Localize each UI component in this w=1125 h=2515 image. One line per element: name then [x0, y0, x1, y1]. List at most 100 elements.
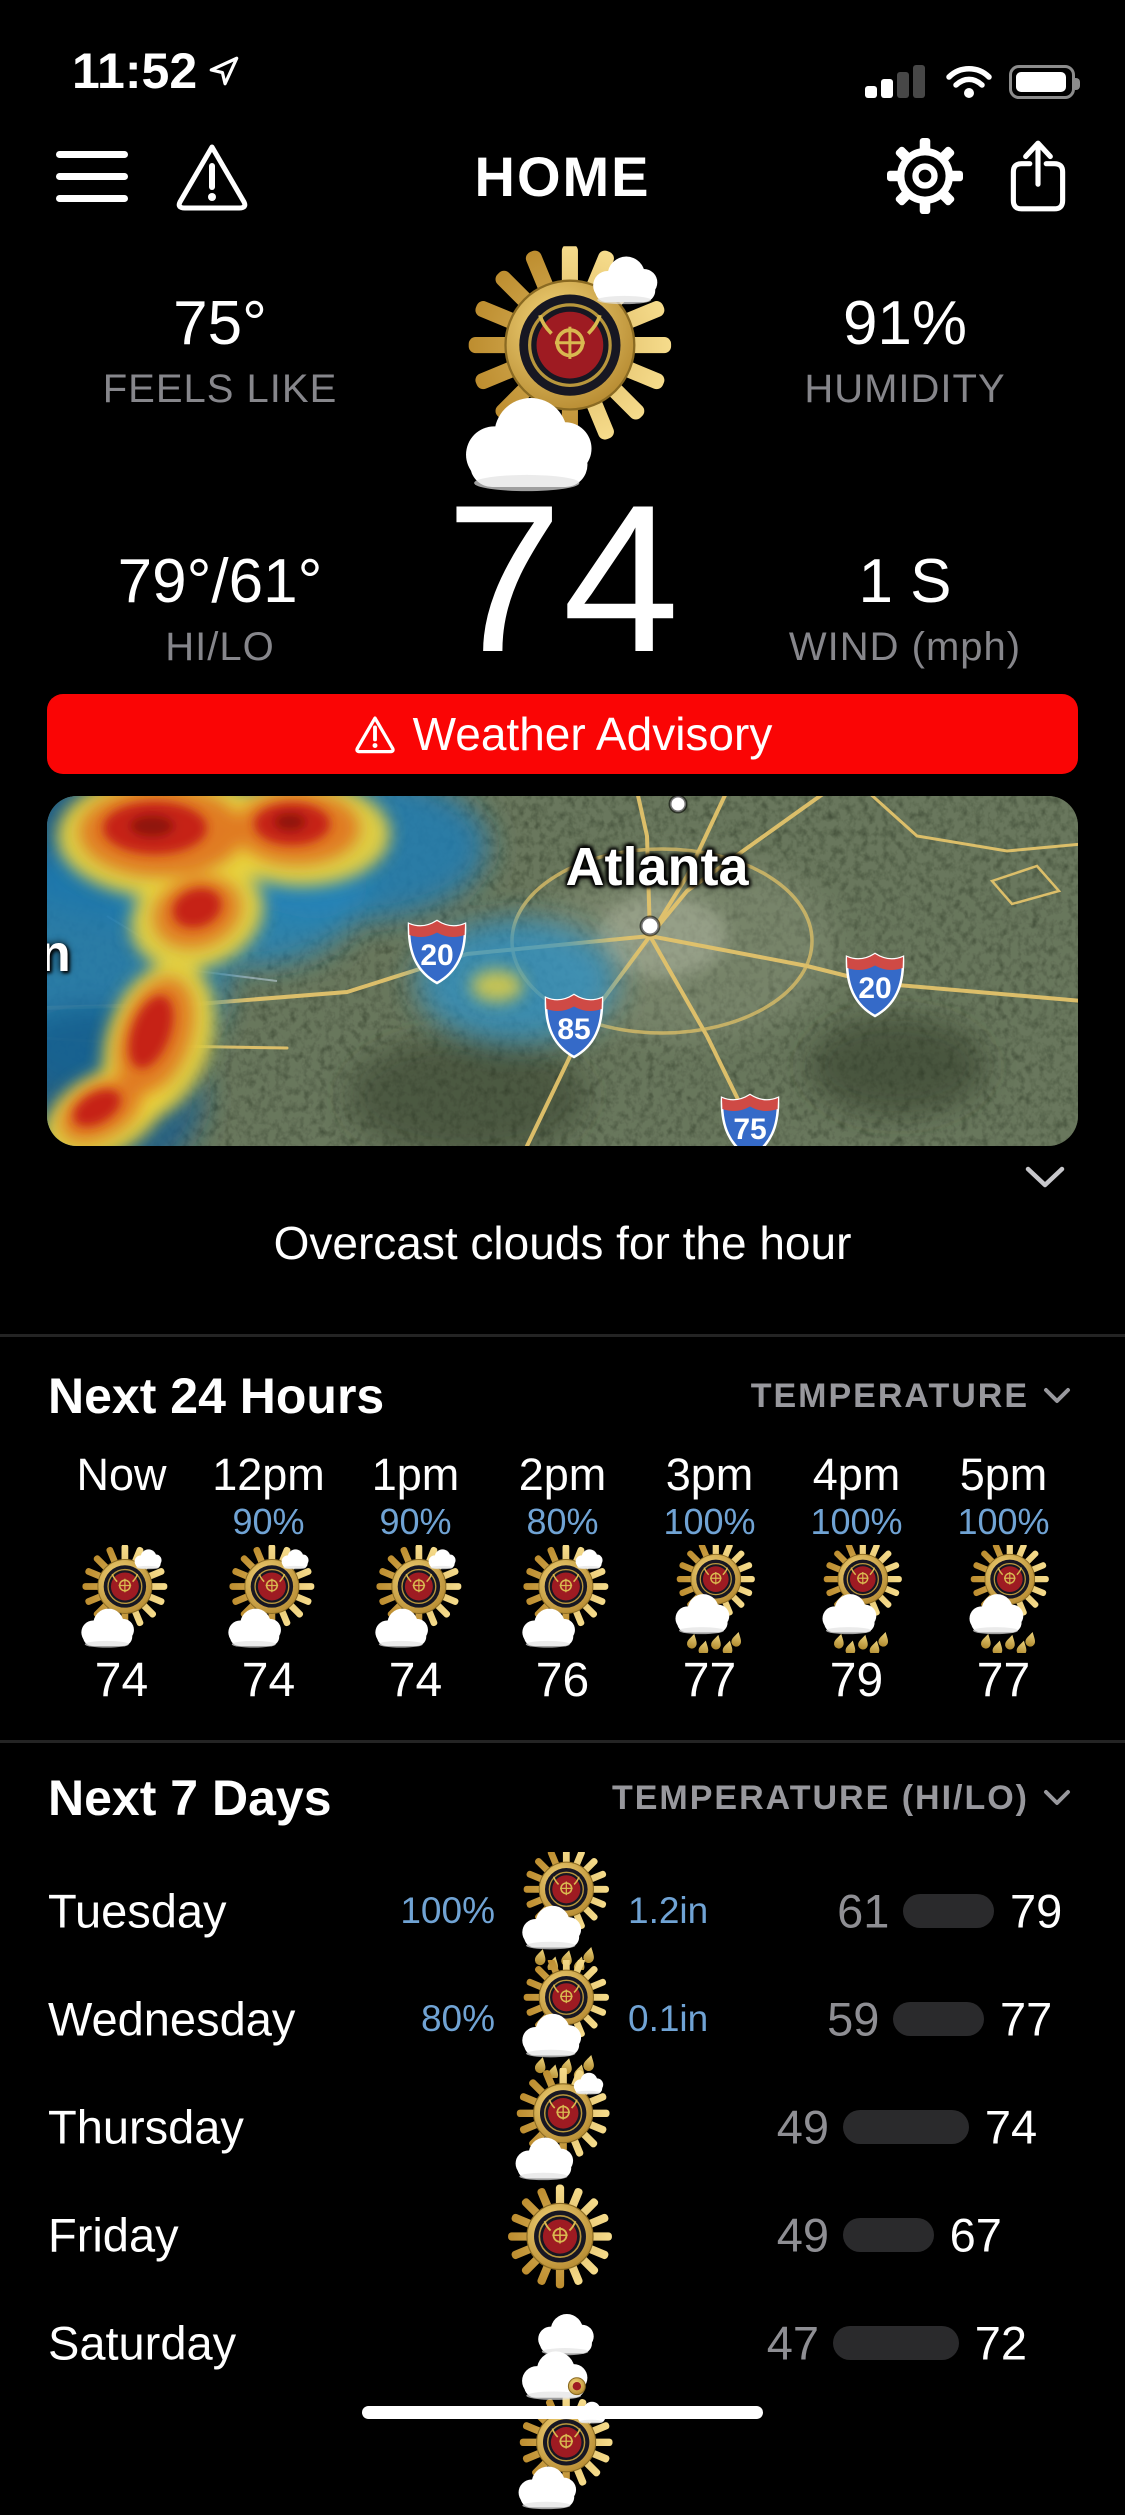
home-indicator[interactable]: [362, 2406, 763, 2419]
advisory-warning-icon: [353, 713, 397, 755]
daily-metric-dropdown[interactable]: TEMPERATURE (HI/LO): [606, 1778, 1077, 1819]
high-temp: 72: [974, 2316, 1028, 2370]
low-temp: 61: [837, 1884, 890, 1938]
daily-forecast-list: Tuesday 100% 1.2in 61 79 Wednesday 80% 0…: [48, 1857, 1077, 2397]
clock: 11:52: [72, 43, 198, 99]
alerts-button[interactable]: [172, 140, 252, 212]
hourly-weather-icon: [513, 1545, 613, 1653]
hilo-stat: 79°/61° HI/LO: [0, 546, 440, 670]
daily-weather-icon: [500, 2284, 620, 2402]
section-divider: [0, 1740, 1125, 1743]
current-conditions: 75° FEELS LIKE 91% HUMIDITY 74 79°/61° H…: [0, 230, 1125, 684]
wind-stat: 1 S WIND (mph): [685, 546, 1125, 670]
condition-summary: Overcast clouds for the hour: [273, 1217, 852, 1269]
temp-range: 61 79: [795, 1857, 1125, 1965]
warning-triangle-icon: [172, 140, 252, 212]
wifi-icon: [945, 64, 993, 100]
hilo-value: 79°/61°: [117, 547, 323, 616]
hourly-title: Next 24 Hours: [48, 1368, 385, 1424]
wind-label: WIND (mph): [788, 625, 1022, 669]
high-temp: 74: [984, 2100, 1038, 2154]
temp-range-pill: [893, 2002, 984, 2036]
daily-weather-icon: [500, 2176, 620, 2294]
location-arrow-icon: [207, 54, 241, 88]
temp-range: 49 74: [777, 2073, 1125, 2181]
hourly-weather-icon: [219, 1545, 319, 1653]
hourly-item[interactable]: 12pm 90% 74: [195, 1449, 342, 1708]
hourly-item[interactable]: 2pm 80% 76: [489, 1449, 636, 1708]
hourly-forecast-row: Now 74 12pm 90% 74 1pm 90% 74 2pm 80% 76…: [48, 1449, 1077, 1740]
advisory-label: Weather Advisory: [412, 708, 773, 760]
map-city-label: Atlanta: [565, 837, 749, 897]
hourly-item[interactable]: 5pm 100% 77: [930, 1449, 1077, 1708]
hourly-weather-icon: [366, 1545, 466, 1653]
feels-like-label: FEELS LIKE: [102, 367, 338, 411]
gear-icon: [887, 138, 963, 214]
daily-title: Next 7 Days: [48, 1770, 332, 1826]
low-temp: 47: [766, 2316, 819, 2370]
header: HOME: [0, 126, 1125, 226]
settings-button[interactable]: [887, 137, 963, 215]
low-temp: 49: [776, 2100, 830, 2154]
daily-weather-icon: [500, 1852, 620, 1970]
hourly-section: Next 24 Hours TEMPERATURE Now 74 12pm 90…: [0, 1337, 1125, 1740]
daily-weather-icon: [500, 2068, 620, 2186]
temp-range-pill: [833, 2326, 959, 2360]
hourly-weather-icon: [807, 1545, 907, 1653]
low-temp: 59: [827, 1992, 880, 2046]
current-temp: 74: [445, 461, 680, 696]
temp-range: 47 72: [767, 2289, 1125, 2397]
hourly-metric-dropdown[interactable]: TEMPERATURE: [745, 1376, 1077, 1417]
temp-range: 59 77: [795, 1965, 1125, 2073]
hourly-item[interactable]: 1pm 90% 74: [342, 1449, 489, 1708]
status-bar: 11:52: [0, 0, 1125, 110]
radar-map[interactable]: Atlanta n 20 85 20 75: [47, 796, 1078, 1146]
high-temp: 77: [999, 1992, 1053, 2046]
humidity-label: HUMIDITY: [804, 367, 1006, 411]
collapse-chevron-icon[interactable]: [1021, 1162, 1069, 1194]
hourly-weather-icon: [660, 1545, 760, 1653]
hourly-weather-icon: [954, 1545, 1054, 1653]
wind-value: 1 S: [858, 547, 952, 616]
temp-range-pill: [843, 2110, 969, 2144]
temp-range: 49 67: [777, 2181, 1125, 2289]
feels-like-value: 75°: [173, 289, 267, 358]
daily-row[interactable]: Thursday 49 74: [48, 2073, 1077, 2181]
interstate-shield: 85: [542, 989, 606, 1059]
chevron-down-icon: [1043, 1387, 1071, 1405]
daily-row[interactable]: Friday 49 67: [48, 2181, 1077, 2289]
daily-row[interactable]: Tuesday 100% 1.2in 61 79: [48, 1857, 1077, 1965]
section-divider: [0, 1334, 1125, 1337]
daily-row[interactable]: Wednesday 80% 0.1in 59 77: [48, 1965, 1077, 2073]
feels-like-stat: 75° FEELS LIKE: [0, 288, 440, 412]
high-temp: 67: [949, 2208, 1002, 2262]
daily-weather-icon: [500, 1960, 620, 2078]
battery-icon: [1009, 65, 1080, 99]
temp-range-pill: [843, 2218, 934, 2252]
hourly-weather-icon: [72, 1545, 172, 1653]
chevron-down-icon: [1043, 1789, 1071, 1807]
map-town-label-partial: n: [47, 925, 71, 983]
weather-advisory-banner[interactable]: Weather Advisory: [47, 694, 1078, 774]
humidity-value: 91%: [842, 289, 968, 358]
hilo-label: HI/LO: [165, 625, 275, 669]
cellular-signal-icon: [863, 64, 929, 100]
daily-row[interactable]: Saturday 47 72: [48, 2289, 1077, 2397]
hourly-item[interactable]: Now 74: [48, 1449, 195, 1708]
humidity-stat: 91% HUMIDITY: [685, 288, 1125, 412]
share-icon: [1007, 137, 1069, 215]
share-button[interactable]: [1007, 137, 1069, 215]
daily-section: Next 7 Days TEMPERATURE (HI/LO) Tuesday …: [0, 1743, 1125, 2515]
map-artwork: [47, 796, 1078, 1146]
hamburger-icon: [56, 150, 128, 202]
condition-summary-section: Overcast clouds for the hour: [0, 1146, 1125, 1334]
high-temp: 79: [1010, 1884, 1063, 1938]
interstate-shield: 20: [405, 915, 469, 985]
interstate-shield: 75: [718, 1089, 782, 1146]
hourly-item[interactable]: 4pm 100% 79: [783, 1449, 930, 1708]
menu-button[interactable]: [56, 150, 128, 202]
low-temp: 49: [776, 2208, 830, 2262]
interstate-shield: 20: [843, 948, 907, 1018]
temp-range-pill: [903, 1894, 994, 1928]
hourly-item[interactable]: 3pm 100% 77: [636, 1449, 783, 1708]
